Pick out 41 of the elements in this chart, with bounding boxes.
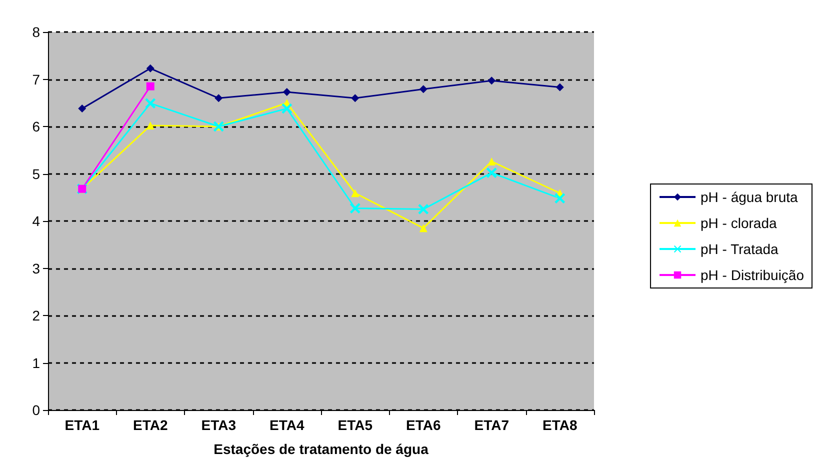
legend-label: pH - Tratada [700, 241, 779, 257]
point [418, 204, 428, 214]
legend-label: pH - Distribuição [700, 267, 804, 283]
y-tick-label: 0 [32, 402, 40, 418]
x-tick-label: ETA6 [406, 417, 441, 433]
y-tick-label: 1 [32, 354, 40, 371]
point [488, 157, 496, 166]
x-axis-title: Estações de tratamento de água [214, 441, 429, 457]
point [488, 76, 496, 85]
point [146, 82, 154, 90]
point [419, 85, 428, 94]
point [146, 122, 154, 130]
x-tick-label: ETA1 [64, 417, 100, 433]
point [282, 104, 292, 114]
point [419, 224, 428, 232]
point [145, 98, 156, 108]
y-tick-label: 6 [32, 118, 40, 134]
legend-label: pH - água bruta [700, 189, 798, 205]
point [486, 168, 497, 178]
point [282, 88, 291, 96]
point [351, 94, 360, 102]
point [146, 64, 154, 72]
y-tick-label: 2 [32, 308, 40, 324]
x-tick-label: ETA4 [270, 417, 304, 433]
x-tick-label: ETA2 [133, 417, 168, 433]
point [351, 189, 360, 198]
x-tick-label: ETA7 [474, 417, 510, 433]
x-tick-label: ETA5 [338, 417, 373, 433]
y-tick-label: 4 [32, 213, 40, 229]
legend-label: pH - clorada [700, 215, 777, 231]
y-tick-label: 3 [32, 260, 40, 276]
y-tick-label: 5 [32, 166, 40, 182]
x-tick-label: ETA8 [542, 417, 578, 433]
y-tick-label: 7 [32, 71, 40, 88]
point [556, 83, 564, 92]
point [78, 104, 86, 113]
point [350, 203, 360, 214]
x-tick-label: ETA3 [201, 417, 236, 433]
point [554, 193, 565, 204]
y-tick-label: 8 [32, 24, 40, 40]
point [214, 94, 223, 102]
